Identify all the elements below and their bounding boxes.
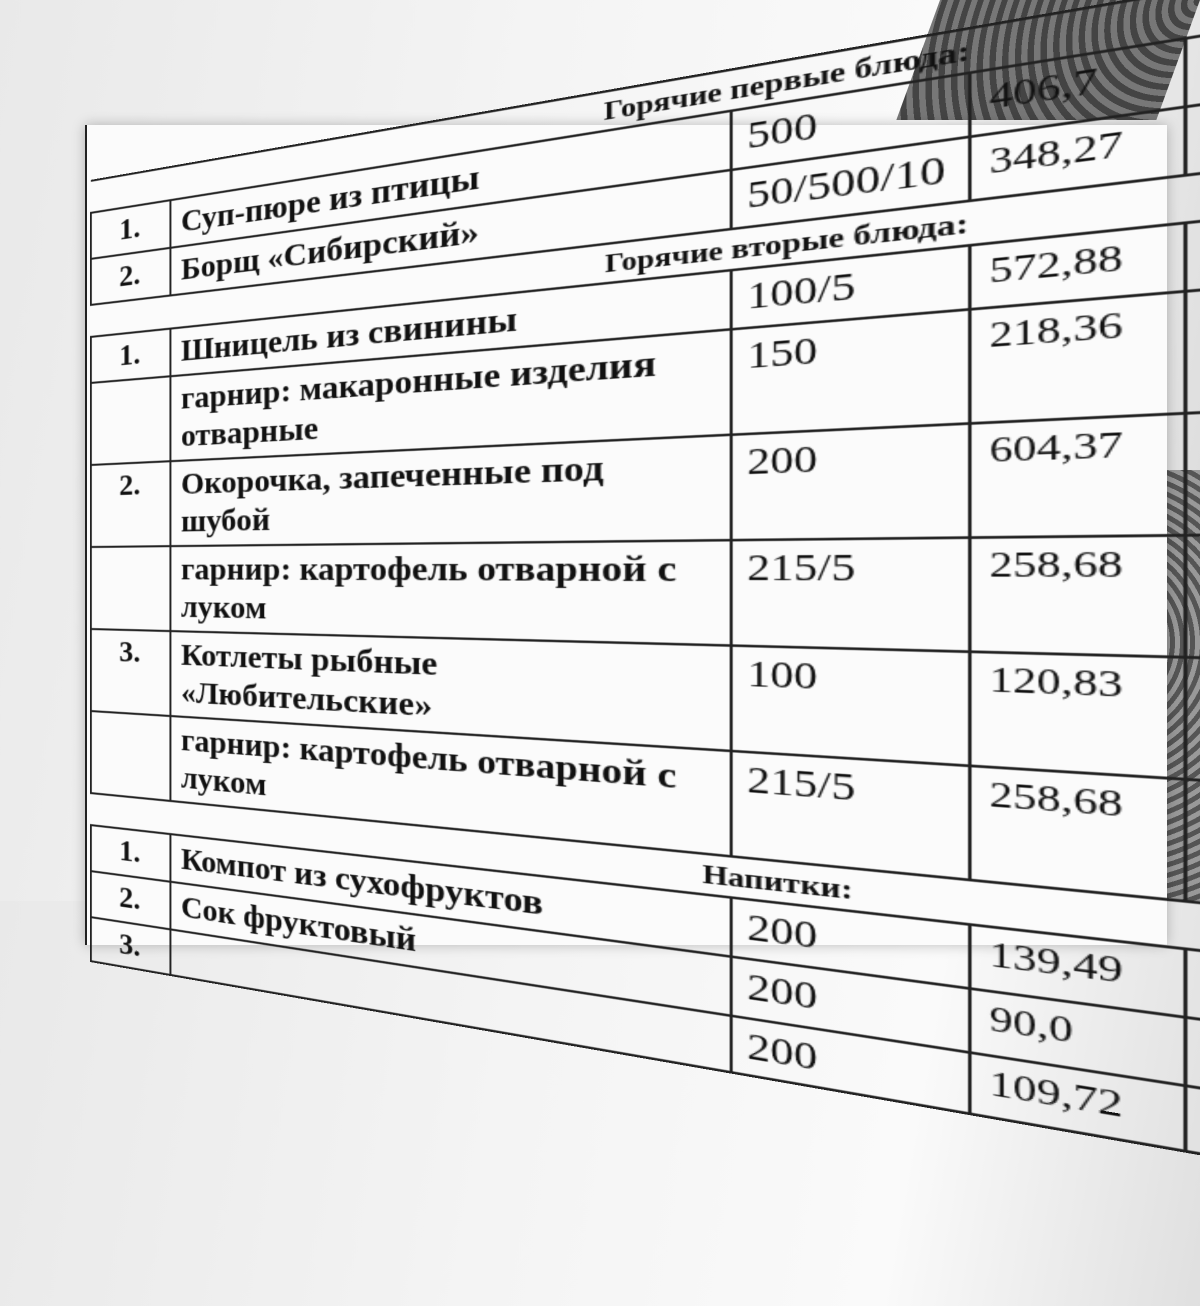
portion-weight: 150 bbox=[730, 309, 970, 435]
nutrition-value: 218,36 bbox=[969, 291, 1187, 424]
nutrition-value: 258,68 bbox=[969, 535, 1187, 658]
menu-document: Горячие первые блюда: 1. Суп-пюре из птицы… bbox=[90, 0, 1200, 1306]
row-number: 1. bbox=[90, 328, 171, 383]
row-number bbox=[90, 546, 171, 632]
paper-sheet bbox=[85, 125, 1167, 945]
row-number bbox=[90, 711, 171, 801]
nutrition-value: 258,68 bbox=[969, 765, 1187, 902]
row-number: 2. bbox=[90, 461, 171, 547]
nutrition-value: 120,83 bbox=[969, 651, 1187, 780]
menu-table: Горячие первые блюда: 1. Суп-пюре из птицы… bbox=[90, 0, 1200, 1306]
nutrition-value: 5,91 bbox=[1186, 1085, 1200, 1195]
nutrition-value: 14,24 bbox=[1186, 657, 1200, 795]
nutrition-value: 5,24 bbox=[1186, 270, 1200, 414]
dish-name: гарнир: картофель отварной с луком bbox=[170, 540, 731, 646]
nutrition-value: 33,47 bbox=[1186, 401, 1200, 536]
portion-weight: 215/5 bbox=[730, 537, 970, 652]
row-number bbox=[90, 376, 171, 465]
row-number: 3. bbox=[90, 629, 171, 716]
nutrition-value: 604,37 bbox=[969, 413, 1187, 538]
portion-weight: 100 bbox=[730, 645, 970, 766]
nutrition-value: 4,69 bbox=[1186, 532, 1200, 664]
portion-weight: 200 bbox=[730, 423, 970, 541]
